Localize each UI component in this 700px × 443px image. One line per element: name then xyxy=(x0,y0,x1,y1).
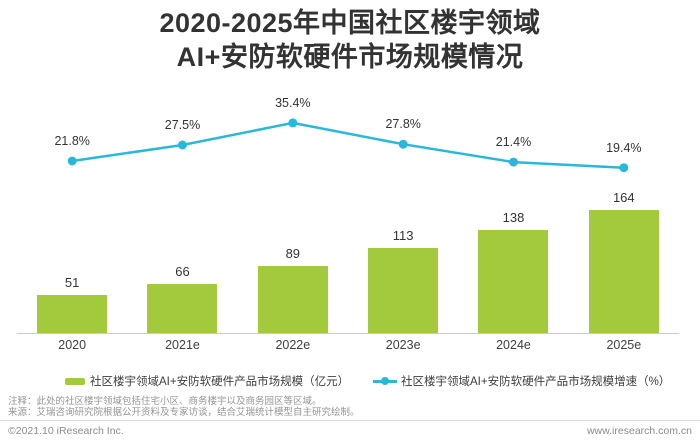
bar-value-label: 66 xyxy=(175,263,190,279)
bar-value-label: 51 xyxy=(64,274,80,290)
legend-item-market-size: 社区楼宇领域AI+安防软硬件产品市场规模（亿元） xyxy=(65,373,349,389)
x-axis-label: 2025e xyxy=(606,338,642,352)
footnotes: 注释：此处的社区楼宇领域包括住宅小区、商务楼宇以及商务园区等区域。 来源：艾瑞咨… xyxy=(8,396,698,418)
chart-column-2025e: 19.4% 164 2025e xyxy=(569,95,679,352)
market-size-bar: 51 xyxy=(37,275,108,333)
note-source-prefix: 来源： xyxy=(8,407,37,418)
market-size-bar: 89 xyxy=(257,246,328,333)
chart-column-2022e: 35.4% 89 2022e xyxy=(238,95,348,352)
title-line-2: AI+安防软硬件市场规模情况 xyxy=(176,42,524,72)
x-axis-label: 2022e xyxy=(275,338,311,352)
footer-divider xyxy=(0,420,700,421)
chart-column-2020: 21.8% 51 2020 xyxy=(17,95,127,352)
website-link[interactable]: www.iresearch.com.cn xyxy=(586,425,692,437)
chart-column-2021e: 27.5% 66 2021e xyxy=(127,95,237,352)
bar-swatch-icon xyxy=(65,377,85,385)
bar-value-label: 89 xyxy=(285,246,301,262)
legend-label-market-size: 社区楼宇领域AI+安防软硬件产品市场规模（亿元） xyxy=(90,376,350,388)
page-title: 2020-2025年中国社区楼宇领域 AI+安防软硬件市场规模情况 xyxy=(0,6,700,74)
note-annotation-prefix: 注释： xyxy=(8,396,37,407)
legend-label-growth-rate: 社区楼宇领域AI+安防软硬件产品市场规模增速（%） xyxy=(401,376,671,388)
note-source-text: 艾瑞咨询研究院根据公开资料及专家访谈，结合艾瑞统计模型自主研究绘制。 xyxy=(36,407,360,418)
copyright-text: ©2021.10 iResearch Inc. xyxy=(8,425,124,437)
growth-line-series xyxy=(67,118,629,173)
line-data-point xyxy=(288,118,298,128)
market-size-bar: 66 xyxy=(147,264,218,333)
line-dot-swatch-icon xyxy=(373,377,397,386)
x-axis-label: 2024e xyxy=(496,338,531,352)
line-data-point xyxy=(398,139,408,149)
note-annotation-text: 此处的社区楼宇领域包括住宅小区、商务楼宇以及商务园区等区域。 xyxy=(36,396,322,407)
chart-column-2024e: 21.4% 138 2024e xyxy=(458,95,568,352)
market-size-bar: 138 xyxy=(478,210,549,333)
footer-bar: ©2021.10 iResearch Inc. www.iresearch.co… xyxy=(8,425,692,437)
bar-value-label: 138 xyxy=(502,209,525,225)
note-annotation: 注释：此处的社区楼宇领域包括住宅小区、商务楼宇以及商务园区等区域。 xyxy=(8,396,698,407)
line-data-point xyxy=(67,156,77,166)
x-axis-label: 2020 xyxy=(58,338,87,352)
growth-value-label: 21.4% xyxy=(495,135,532,150)
legend-item-growth-rate: 社区楼宇领域AI+安防软硬件产品市场规模增速（%） xyxy=(373,373,670,389)
growth-value-label: 27.5% xyxy=(164,118,201,132)
note-source: 来源：艾瑞咨询研究院根据公开资料及专家访谈，结合艾瑞统计模型自主研究绘制。 xyxy=(8,407,698,418)
chart-legend: 社区楼宇领域AI+安防软硬件产品市场规模（亿元） 社区楼宇领域AI+安防软硬件产… xyxy=(0,371,700,391)
line-data-point xyxy=(178,140,187,150)
chart-column-2023e: 27.8% 113 2023e xyxy=(348,95,458,352)
growth-value-label: 35.4% xyxy=(275,95,311,110)
title-line-1: 2020-2025年中国社区楼宇领域 xyxy=(159,8,541,38)
growth-value-label: 21.8% xyxy=(54,133,90,148)
combo-chart: 21.8% 51 2020 27.5% 66 2021e 35.4% 89 2022e 27.8%… xyxy=(17,95,679,352)
market-size-bar: 164 xyxy=(588,190,659,333)
bar-value-label: 113 xyxy=(392,228,414,244)
line-data-point xyxy=(509,157,518,167)
bar-value-label: 164 xyxy=(612,190,635,205)
market-size-bar: 113 xyxy=(368,228,439,333)
x-axis-label: 2023e xyxy=(385,338,421,352)
growth-value-label: 27.8% xyxy=(385,117,421,132)
x-axis-label: 2021e xyxy=(165,338,200,352)
line-data-point xyxy=(619,163,629,173)
growth-value-label: 19.4% xyxy=(606,140,642,155)
